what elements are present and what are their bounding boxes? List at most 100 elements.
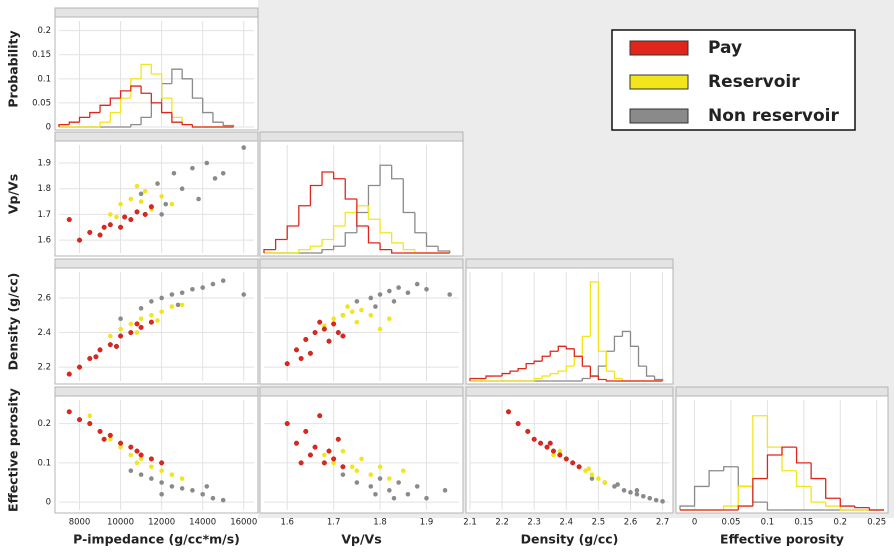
scatter-point: [210, 495, 216, 501]
scatter-point: [628, 490, 633, 495]
histogram-bin: [402, 242, 415, 251]
histogram-bin: [89, 111, 101, 118]
histogram-bin: [321, 238, 334, 247]
scatter-point: [179, 290, 185, 296]
histogram-bin: [344, 232, 357, 247]
histogram-bin: [263, 248, 276, 253]
scatter-point: [359, 307, 364, 313]
x-tick-label: 0.2: [834, 518, 848, 528]
scatter-point: [220, 278, 226, 283]
scatter-point: [331, 460, 336, 466]
histogram-bin: [557, 345, 567, 352]
x-tick-label: 2.6: [624, 518, 638, 528]
x-tick-label: 0.1: [761, 518, 775, 528]
scatter-point: [387, 476, 392, 481]
scatter-point: [405, 290, 411, 296]
panel-header: [465, 386, 674, 397]
scatter-point: [331, 316, 336, 322]
scatter-point: [615, 482, 620, 487]
scatter-point: [118, 224, 124, 230]
histogram-bin: [391, 165, 404, 180]
scatter-point: [114, 214, 119, 220]
y-tick-label: 0: [46, 498, 51, 508]
scatter-point: [149, 312, 154, 318]
scatter-point: [97, 428, 103, 434]
histogram-bin: [581, 377, 591, 381]
scatter-point: [220, 497, 226, 503]
histogram-bin: [723, 466, 739, 471]
scatter-point: [345, 304, 350, 309]
scatter-point: [387, 288, 392, 294]
scatter-point: [563, 456, 569, 462]
histogram-bin: [286, 225, 299, 240]
histogram-bin: [752, 477, 768, 507]
scatter-point: [87, 229, 93, 235]
histogram-bin: [171, 112, 183, 123]
scatter-point: [171, 170, 177, 176]
legend-label: Reservoir: [708, 72, 800, 92]
scatter-point: [321, 326, 327, 332]
scatter-point: [396, 285, 401, 290]
histogram-bin: [391, 249, 404, 254]
scatter-point: [118, 440, 124, 446]
histogram-bin: [78, 116, 90, 123]
histogram-bin: [766, 415, 782, 448]
x-tick-label: 2.3: [527, 518, 541, 528]
histogram-bin: [839, 506, 855, 511]
scatter-point: [149, 299, 154, 304]
scatter-point: [108, 333, 113, 339]
scatter-point: [405, 491, 411, 497]
histogram-bin: [58, 123, 70, 127]
x-tick-label: 1.9: [420, 518, 434, 528]
scatter-point: [368, 312, 374, 318]
scatter-point: [159, 480, 164, 485]
scatter-point: [515, 421, 521, 427]
scatter-point: [317, 413, 323, 419]
histogram-bin: [795, 447, 812, 464]
scatter-point: [97, 232, 103, 238]
scatter-point: [340, 333, 346, 339]
scatter-point: [128, 468, 134, 474]
legend-swatch: [629, 40, 689, 56]
scatter-point: [284, 361, 290, 367]
histogram-bin: [332, 245, 346, 250]
scatter-point: [87, 413, 93, 419]
histogram-bin: [723, 505, 739, 510]
scatter-point: [377, 476, 383, 481]
scatter-point: [138, 306, 144, 311]
scatter-point: [400, 468, 406, 474]
panel-header: [259, 386, 464, 397]
scatter-point: [196, 196, 201, 202]
scatter-point: [134, 448, 140, 454]
panel: [54, 7, 259, 131]
histogram-bin: [737, 485, 753, 507]
histogram-bin: [109, 111, 121, 123]
histogram-bin: [150, 93, 162, 104]
histogram-bin: [766, 454, 782, 479]
histogram-bin: [597, 281, 607, 352]
scatter-point: [128, 321, 134, 327]
scatter-point: [538, 440, 544, 446]
histogram-bin: [367, 226, 381, 244]
y-tick-label: 1.7: [37, 210, 51, 220]
histogram-bin: [517, 367, 527, 372]
scatter-point: [77, 364, 83, 370]
scatter-point: [506, 409, 512, 415]
scatter-point: [212, 176, 218, 181]
scatter-point: [354, 319, 360, 325]
histogram-bin: [621, 330, 631, 337]
scatter-point: [340, 464, 346, 470]
scatter-point: [138, 324, 144, 330]
scatter-point: [621, 488, 627, 493]
histogram-bin: [130, 78, 142, 99]
histogram-bin: [509, 370, 519, 374]
scatter-point: [589, 472, 595, 477]
scatter-point: [159, 194, 164, 199]
scatter-point: [322, 323, 327, 328]
scatter-point: [589, 476, 595, 481]
histogram-bin: [693, 485, 710, 507]
y-tick-label: 2.4: [37, 328, 51, 338]
scatter-point: [298, 460, 304, 466]
scatter-point: [210, 281, 216, 287]
scatter-point: [200, 491, 205, 497]
